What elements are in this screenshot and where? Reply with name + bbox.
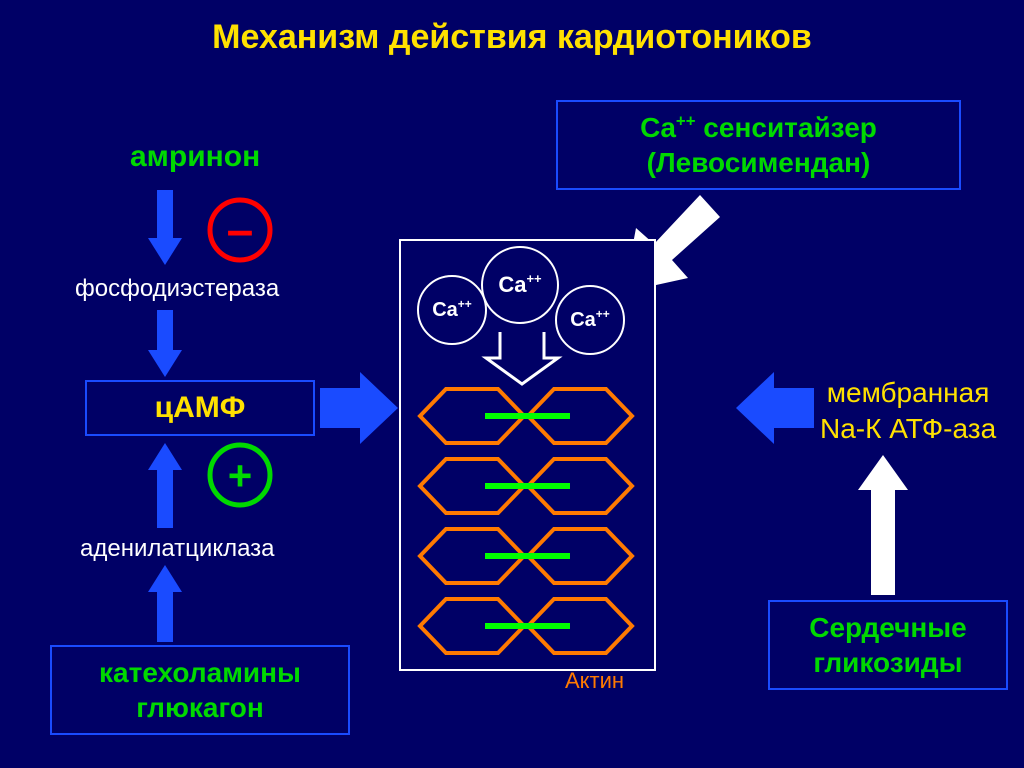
diagram-svg: – + Ca++ (0, 0, 1024, 768)
arrow-ac-camp (148, 443, 182, 528)
minus-icon: – (210, 200, 270, 260)
arrow-glycoside-membrane (858, 455, 908, 595)
arrow-pde-camp (148, 310, 182, 377)
block-arrow-membrane-to-cell (736, 372, 814, 444)
plus-icon: + (210, 445, 270, 505)
block-arrow-camp-to-cell (320, 372, 398, 444)
arrow-catechol-ac (148, 565, 182, 642)
ca-circle-2: Ca++ (482, 247, 558, 323)
ca-circle-3: Ca++ (556, 286, 624, 354)
arrow-amrinone-pde (148, 190, 182, 265)
ca-circle-1: Ca++ (418, 276, 486, 344)
svg-text:–: – (227, 204, 254, 257)
svg-text:+: + (228, 452, 253, 499)
